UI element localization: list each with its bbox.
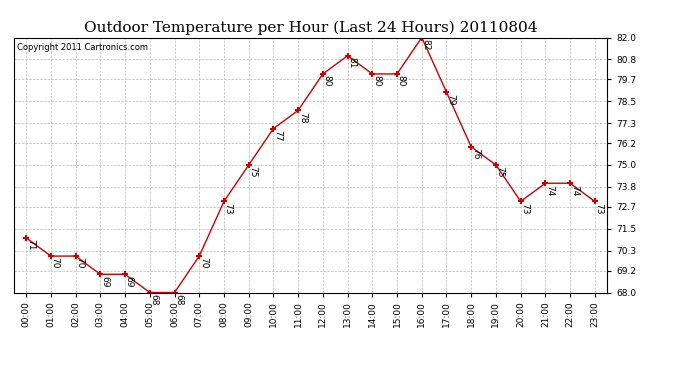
Text: 80: 80 <box>397 75 406 87</box>
Text: 73: 73 <box>520 203 529 214</box>
Text: 71: 71 <box>26 239 34 251</box>
Text: 76: 76 <box>471 148 480 160</box>
Text: 73: 73 <box>224 203 233 214</box>
Text: 75: 75 <box>495 166 504 178</box>
Title: Outdoor Temperature per Hour (Last 24 Hours) 20110804: Outdoor Temperature per Hour (Last 24 Ho… <box>83 21 538 35</box>
Text: 80: 80 <box>322 75 331 87</box>
Text: 69: 69 <box>100 276 109 287</box>
Text: 69: 69 <box>125 276 134 287</box>
Text: 77: 77 <box>273 130 282 141</box>
Text: 75: 75 <box>248 166 257 178</box>
Text: 80: 80 <box>372 75 381 87</box>
Text: 82: 82 <box>422 39 431 50</box>
Text: 70: 70 <box>199 258 208 269</box>
Text: 68: 68 <box>150 294 159 305</box>
Text: Copyright 2011 Cartronics.com: Copyright 2011 Cartronics.com <box>17 43 148 52</box>
Text: 73: 73 <box>595 203 604 214</box>
Text: 68: 68 <box>174 294 183 305</box>
Text: 81: 81 <box>347 57 356 69</box>
Text: 70: 70 <box>75 258 84 269</box>
Text: 74: 74 <box>545 184 554 196</box>
Text: 70: 70 <box>50 258 59 269</box>
Text: 79: 79 <box>446 93 455 105</box>
Text: 78: 78 <box>298 112 307 123</box>
Text: 74: 74 <box>570 184 579 196</box>
